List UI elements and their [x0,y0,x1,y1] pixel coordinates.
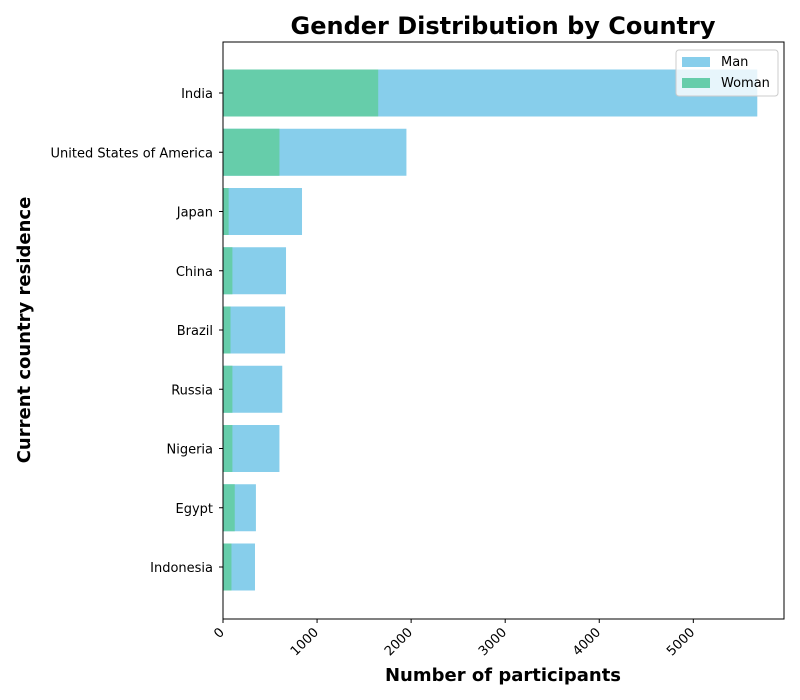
bar-woman-nigeria [223,425,233,472]
y-tick-label: Nigeria [166,443,213,458]
bar-woman-united-states-of-america [223,128,280,176]
y-tick-label: China [176,265,213,280]
bar-man-japan [223,188,303,235]
plot-frame [222,41,785,620]
x-ticks-group: 0 1000 2000 3000 4000 5000 [211,619,698,659]
x-tick-label: 1000 [288,625,322,659]
y-tick-label: Russia [171,383,213,398]
x-tick-label: 3000 [476,625,510,659]
x-tick-label: 5000 [664,625,698,659]
bar-woman-indonesia [223,543,232,591]
y-ticks-group: India United States of America Japan China B… [51,87,223,576]
bar-man-china [223,247,287,295]
bars-group [223,69,758,591]
bar-woman-india [223,69,379,117]
y-tick-label: Indonesia [150,561,213,576]
x-tick-label: 2000 [382,625,416,659]
y-tick-label: United States of America [51,146,213,161]
bar-woman-japan [223,188,229,235]
y-axis-label: Current country residence [14,197,35,464]
legend-label-woman: Woman [721,76,770,91]
legend: Man Woman [675,49,779,97]
bar-man-brazil [223,306,286,354]
y-tick-label: Japan [176,206,213,221]
x-tick-label: 0 [211,625,227,641]
bar-woman-egypt [223,484,235,532]
bar-woman-russia [223,365,233,413]
bar-woman-brazil [223,306,231,354]
legend-swatch-man [682,57,710,67]
chart-title: Gender Distribution by Country [291,12,716,40]
bar-woman-china [223,247,233,295]
bar-man-russia [223,365,283,413]
legend-swatch-woman [682,78,710,88]
y-tick-label: Egypt [175,502,213,517]
legend-label-man: Man [721,55,748,70]
y-tick-label: Brazil [177,324,213,339]
y-tick-label: India [181,87,213,102]
x-axis-label: Number of participants [385,665,621,686]
x-tick-label: 4000 [570,625,604,659]
